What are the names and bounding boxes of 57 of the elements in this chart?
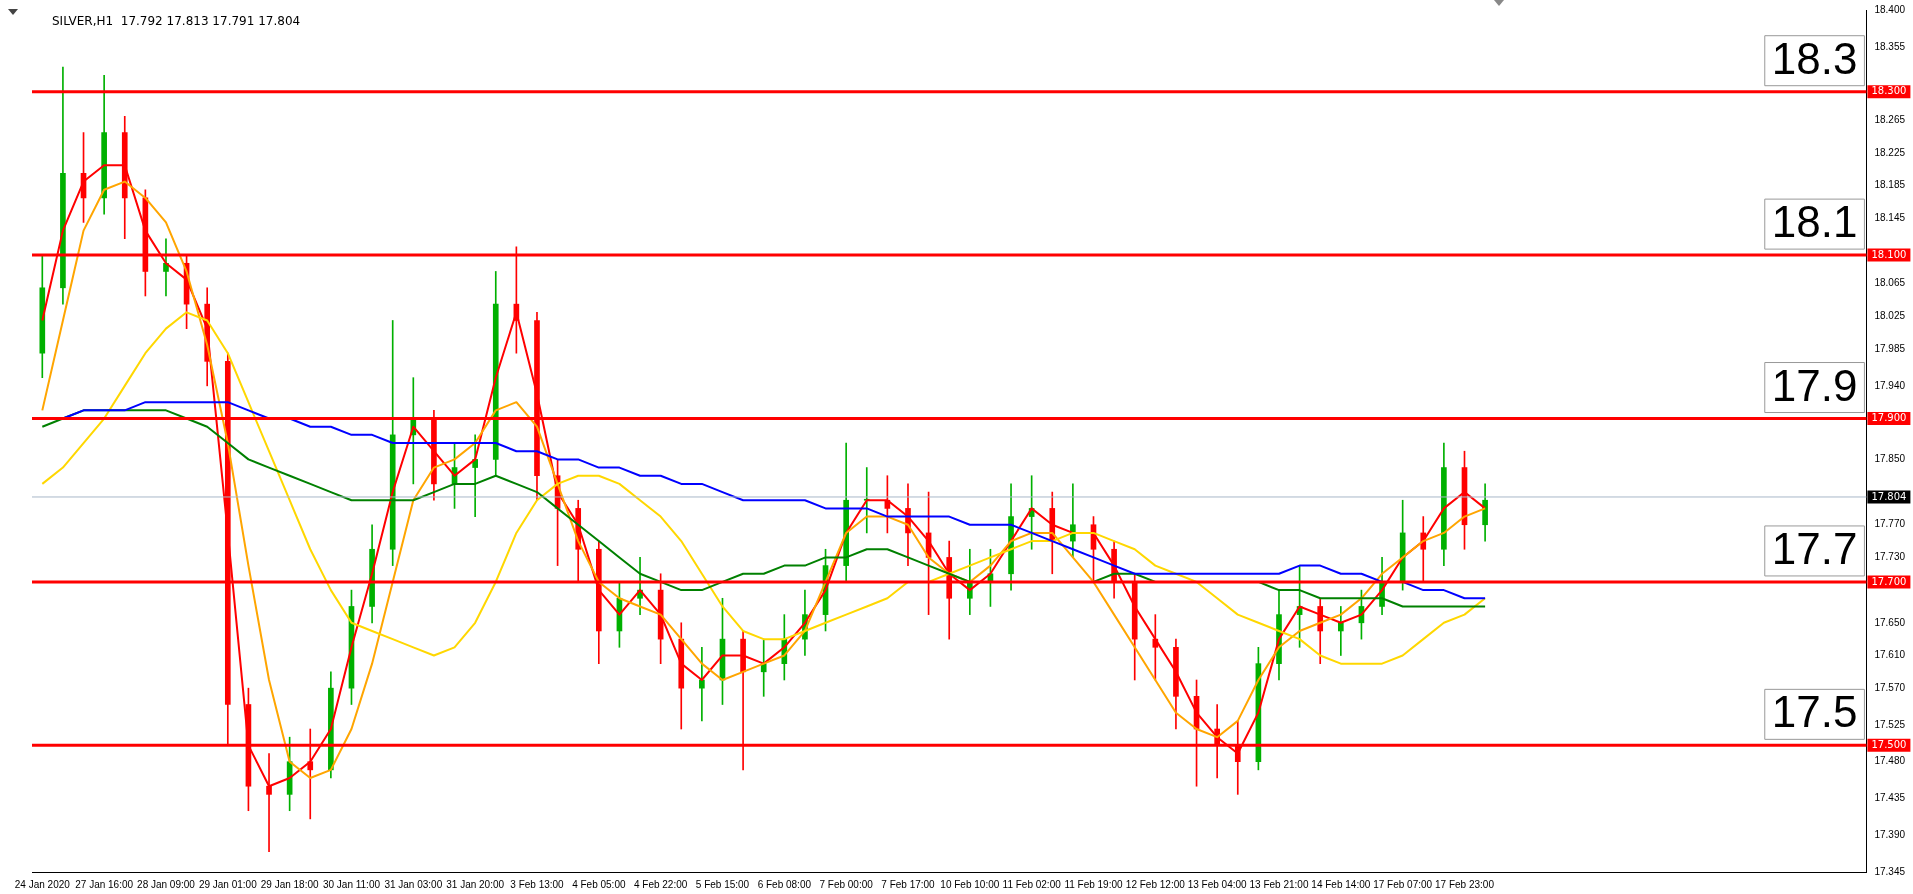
y-tick-label: 18.400 bbox=[1874, 3, 1906, 15]
annotation: 17.5 bbox=[1771, 687, 1858, 737]
annotation: 17.7 bbox=[1771, 524, 1858, 574]
x-tick-label: 6 Feb 08:00 bbox=[757, 878, 812, 890]
x-tick-label: 13 Feb 04:00 bbox=[1187, 878, 1248, 890]
x-tick-label: 30 Jan 11:00 bbox=[322, 878, 381, 890]
x-tick-label: 3 Feb 13:00 bbox=[510, 878, 565, 890]
x-tick-label: 29 Jan 18:00 bbox=[260, 878, 319, 890]
annotation: 18.1 bbox=[1771, 197, 1858, 247]
y-tick-label: 17.940 bbox=[1874, 379, 1906, 391]
x-tick-label: 31 Jan 20:00 bbox=[446, 878, 505, 890]
y-tick-label: 18.185 bbox=[1874, 179, 1906, 191]
y-tick-label: 17.390 bbox=[1874, 828, 1906, 840]
y-tick-label: 17.730 bbox=[1874, 551, 1906, 563]
y-tick-label: 18.225 bbox=[1874, 146, 1906, 158]
y-tick-label: 17.610 bbox=[1874, 649, 1906, 661]
x-tick-label: 10 Feb 10:00 bbox=[940, 878, 1000, 890]
y-tick-label: 18.355 bbox=[1874, 40, 1906, 52]
x-tick-label: 4 Feb 05:00 bbox=[572, 878, 626, 890]
x-tick-label: 4 Feb 22:00 bbox=[633, 878, 688, 890]
x-tick-label: 14 Feb 14:00 bbox=[1311, 878, 1371, 890]
x-tick-label: 31 Jan 03:00 bbox=[384, 878, 443, 890]
x-tick-label: 24 Jan 2020 bbox=[14, 878, 71, 890]
x-tick-label: 11 Feb 19:00 bbox=[1064, 878, 1124, 890]
x-tick-label: 17 Feb 23:00 bbox=[1435, 878, 1495, 890]
x-tick-label: 13 Feb 21:00 bbox=[1249, 878, 1309, 890]
x-tick-label: 11 Feb 02:00 bbox=[1002, 878, 1062, 890]
annotation: 17.9 bbox=[1771, 360, 1858, 410]
chart-title: SILVER,H1 17.792 17.813 17.791 17.804 bbox=[52, 14, 301, 29]
x-tick-label: 7 Feb 00:00 bbox=[819, 878, 874, 890]
x-tick-label: 28 Jan 09:00 bbox=[137, 878, 196, 890]
y-tick-label: 17.570 bbox=[1874, 681, 1906, 693]
ref-line-label: 18.300 bbox=[1871, 85, 1907, 97]
y-tick-label: 18.065 bbox=[1874, 277, 1906, 289]
y-tick-label: 18.145 bbox=[1874, 212, 1906, 224]
x-tick-label: 5 Feb 15:00 bbox=[695, 878, 750, 890]
ref-line-label: 17.500 bbox=[1871, 738, 1907, 750]
y-tick-label: 18.265 bbox=[1874, 114, 1906, 126]
ref-line-label: 18.100 bbox=[1871, 248, 1907, 260]
ref-line-label: 17.900 bbox=[1871, 412, 1907, 424]
y-tick-label: 17.435 bbox=[1874, 792, 1906, 804]
y-tick-label: 17.345 bbox=[1874, 865, 1906, 877]
y-tick-label: 17.650 bbox=[1874, 616, 1906, 628]
x-tick-label: 12 Feb 12:00 bbox=[1125, 878, 1186, 890]
annotation: 18.3 bbox=[1771, 33, 1858, 83]
y-tick-label: 17.480 bbox=[1874, 755, 1906, 767]
x-tick-label: 27 Jan 16:00 bbox=[75, 878, 134, 890]
y-tick-label: 17.770 bbox=[1874, 518, 1906, 530]
ref-line-label: 17.804 bbox=[1871, 490, 1907, 502]
ref-line-label: 17.700 bbox=[1871, 575, 1907, 587]
y-tick-label: 17.525 bbox=[1874, 718, 1906, 730]
x-tick-label: 17 Feb 07:00 bbox=[1373, 878, 1433, 890]
x-tick-label: 7 Feb 17:00 bbox=[881, 878, 936, 890]
y-tick-label: 18.025 bbox=[1874, 310, 1906, 322]
x-tick-label: 29 Jan 01:00 bbox=[198, 878, 258, 890]
y-tick-label: 17.850 bbox=[1874, 453, 1906, 465]
y-tick-label: 17.985 bbox=[1874, 342, 1906, 354]
